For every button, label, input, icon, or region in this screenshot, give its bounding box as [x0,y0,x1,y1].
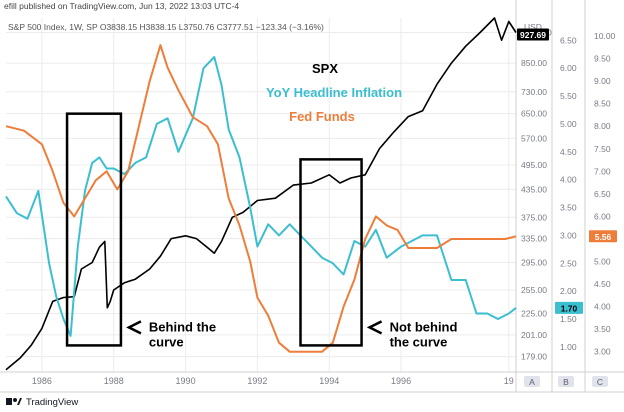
highlight-box-1 [65,112,123,347]
axis-b-tick-label: 6.00 [560,63,577,73]
scale-tab-c[interactable]: C [597,377,603,387]
axis-c-tick-label: 10.00 [594,31,616,41]
axis-b-tick-label: 3.00 [560,230,577,240]
scale-tab-a[interactable]: A [529,377,535,387]
axis-c-tick-label: 7.00 [594,166,611,176]
axis-c-tick-label: 9.00 [594,76,611,86]
axis-a-unit-label: USD [524,22,542,32]
scale-tab-bg [558,376,574,387]
yoy-headline-inflation-series-line [5,56,517,337]
arrow-icon [126,320,142,335]
axis-b-tick-label: 3.50 [560,203,577,213]
box-annotation-label: Behind the [149,319,216,334]
x-tick-label: 1988 [104,376,124,386]
axis-b-tick-label: 2.00 [560,286,577,296]
axis-c-tick-label: 7.50 [594,144,611,154]
highlight-box-2 [299,158,363,347]
axis-a-last-value: 927.69 [520,30,546,40]
scale-tab-bg [592,376,608,387]
axis-a-tick-label: 201.00 [521,330,547,340]
axis-c-tick-label: 4.00 [594,302,611,312]
axis-c-tick-label: 6.50 [594,189,611,199]
axis-a-tick-label: 850.00 [521,58,547,68]
legend-label-1: SPX [312,61,338,76]
x-tick-label: 19 [504,376,514,386]
axis-a-tick-label: 335.00 [521,234,547,244]
axis-b-tick-label: 4.00 [560,175,577,185]
axis-b-tick-label: 1.00 [560,342,577,352]
fed-funds-series-line [5,44,517,353]
axis-a-tick-label: 730.00 [521,87,547,97]
logo-shape-b [13,398,17,402]
axis-c-tick-label: 6.00 [594,211,611,221]
axis-a-tick-label: 375.00 [521,212,547,222]
axis-b-tick-label: 4.50 [560,147,577,157]
axis-c-tick-label: 8.50 [594,99,611,109]
axis-c-tick-label: 4.50 [594,279,611,289]
gridlines [6,18,516,372]
axis-a-tick-label: 495.00 [521,160,547,170]
axis-a-tick-label: 225.00 [521,309,547,319]
x-tick-label: 1994 [319,376,339,386]
axis-a-tick-label: 179.00 [521,352,547,362]
axis-c-tick-label: 9.50 [594,54,611,64]
x-tick-label: 1996 [391,376,411,386]
axis-a-tick-label: 650.00 [521,109,547,119]
footer-brand: TradingView [26,397,78,408]
arrow-icon [366,320,383,335]
axis-b-last-value: 1.70 [561,303,578,313]
x-tick-label: 1992 [247,376,267,386]
axis-b-last-value-bg [555,301,583,314]
symbol-info-line: S&P 500 Index, 1W, SP O3838.15 H3838.15 … [8,22,324,32]
box-annotation-label: curve [149,334,184,349]
legend-label-3: Fed Funds [289,109,355,124]
axis-c-tick-label: 3.00 [594,347,611,357]
legend-label-2: YoY Headline Inflation [266,85,402,100]
spx-series-line [5,17,517,371]
axis-c-last-value-bg [589,230,617,243]
axis-c-last-value: 5.56 [595,232,612,242]
axis-a-tick-label: 435.00 [521,184,547,194]
logo-shape-c [17,398,22,405]
axis-a-tick-label: 255.00 [521,285,547,295]
axis-b-tick-label: 1.50 [560,314,577,324]
logo-shape-a [6,398,12,405]
published-line: efill published on TradingView.com, Jun … [4,1,239,11]
scale-tab-bg [524,376,540,387]
scale-tab-b[interactable]: B [563,377,569,387]
axis-c-tick-label: 5.00 [594,257,611,267]
x-tick-label: 1986 [32,376,52,386]
axis-a-tick-label: 295.00 [521,258,547,268]
box-annotation-label: Not behind [390,319,458,334]
axis-c-tick-label: 8.00 [594,121,611,131]
box-annotation-label: the curve [390,334,448,349]
axis-a-last-value-bg [517,28,549,41]
axis-a-tick-label: 570.00 [521,133,547,143]
tradingview-logo-icon [6,398,22,405]
axis-b-tick-label: 6.50 [560,35,577,45]
axis-b-tick-label: 5.50 [560,91,577,101]
axis-c-tick-label: 3.50 [594,324,611,334]
x-tick-label: 1990 [176,376,196,386]
axis-b-tick-label: 5.00 [560,119,577,129]
axis-b-tick-label: 2.50 [560,258,577,268]
